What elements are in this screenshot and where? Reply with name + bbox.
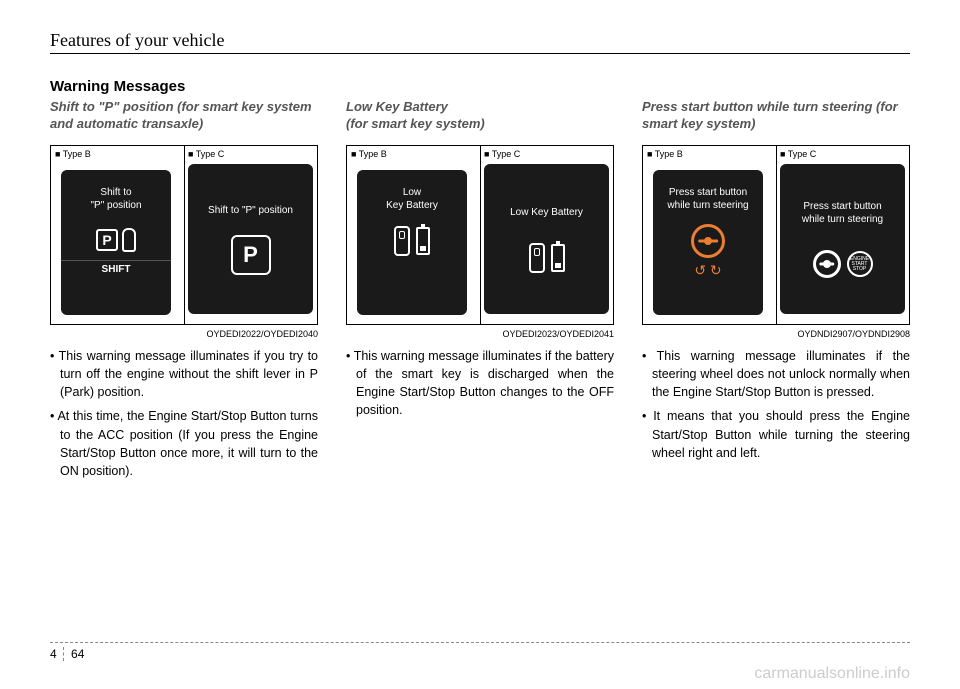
figure-low-key: ■ Type B ■ Type C Low Key Battery Low Ke… — [346, 145, 614, 325]
figure-code-3: OYDNDI2907/OYDNDI2908 — [642, 329, 910, 339]
display-panel-type-b: Low Key Battery — [357, 170, 467, 315]
type-c-label: ■ Type C — [188, 149, 224, 159]
p-badge-icon: P — [96, 229, 118, 251]
panel-b-text: Low Key Battery — [386, 186, 438, 212]
column-low-key-battery: Low Key Battery (for smart key system) ■… — [346, 99, 614, 486]
steering-wheel-icon — [691, 224, 725, 258]
panel-c-text: Low Key Battery — [510, 206, 583, 219]
shift-label: SHIFT — [61, 260, 171, 275]
battery-icon — [551, 244, 565, 272]
type-c-label: ■ Type C — [484, 149, 520, 159]
type-b-label: ■ Type B — [351, 149, 387, 159]
subheading-3: Press start button while turn steering (… — [642, 99, 910, 135]
panel-b-text: Press start button while turn steering — [667, 186, 748, 212]
key-battery-icons — [529, 243, 565, 273]
p-square-icon: P — [231, 235, 271, 275]
key-fob-icon — [529, 243, 545, 273]
bullet: This warning message illuminates if you … — [50, 347, 318, 401]
bullet: It means that you should press the Engin… — [642, 407, 910, 461]
type-b-label: ■ Type B — [647, 149, 683, 159]
figure-divider — [480, 146, 481, 324]
figure-code-2: OYDEDI2023/OYDEDI2041 — [346, 329, 614, 339]
page-number: 64 — [71, 647, 84, 661]
shift-lever-icon — [122, 228, 136, 252]
steering-wheel-icon — [813, 250, 841, 278]
display-panel-type-c: Low Key Battery — [484, 164, 609, 314]
bullets-2: This warning message illuminates if the … — [346, 347, 614, 420]
figure-code-1: OYDEDI2022/OYDEDI2040 — [50, 329, 318, 339]
start-button-icon: ENGINE START STOP — [847, 251, 873, 277]
watermark: carmanualsonline.info — [754, 665, 910, 683]
turn-arrow-icon: ↺ ↻ — [694, 262, 721, 279]
type-c-label: ■ Type C — [780, 149, 816, 159]
subheading-2: Low Key Battery (for smart key system) — [346, 99, 614, 135]
wheel-button-icons: ENGINE START STOP — [813, 250, 873, 278]
figure-shift-to-p: ■ Type B ■ Type C Shift to "P" position … — [50, 145, 318, 325]
display-panel-type-c: Shift to "P" position P — [188, 164, 313, 314]
key-battery-icons — [394, 226, 430, 256]
shift-icon-group: P — [96, 228, 136, 252]
type-b-label: ■ Type B — [55, 149, 91, 159]
column-shift-to-p: Shift to "P" position (for smart key sys… — [50, 99, 318, 486]
header-rule: Features of your vehicle — [50, 30, 910, 54]
bullets-3: This warning message illuminates if the … — [642, 347, 910, 462]
subheading-1: Shift to "P" position (for smart key sys… — [50, 99, 318, 135]
chapter-number: 4 — [50, 647, 64, 661]
bullet: At this time, the Engine Start/Stop Butt… — [50, 407, 318, 480]
section-heading: Warning Messages — [50, 78, 910, 95]
display-panel-type-b: Shift to "P" position P SHIFT — [61, 170, 171, 315]
display-panel-type-c: Press start button while turn steering E… — [780, 164, 905, 314]
panel-b-text: Shift to "P" position — [90, 186, 141, 212]
bullets-1: This warning message illuminates if you … — [50, 347, 318, 480]
figure-divider — [184, 146, 185, 324]
bullet: This warning message illuminates if the … — [346, 347, 614, 420]
steering-wheel-icon-wrap — [691, 224, 725, 258]
page-footer: 4 64 — [50, 642, 910, 661]
panel-c-text: Shift to "P" position — [208, 204, 293, 217]
bullet: This warning message illuminates if the … — [642, 347, 910, 401]
columns-container: Shift to "P" position (for smart key sys… — [50, 99, 910, 486]
page-header: Features of your vehicle — [50, 30, 910, 51]
figure-press-start: ■ Type B ■ Type C Press start button whi… — [642, 145, 910, 325]
column-press-start: Press start button while turn steering (… — [642, 99, 910, 486]
display-panel-type-b: Press start button while turn steering ↺… — [653, 170, 763, 315]
battery-icon — [416, 227, 430, 255]
figure-divider — [776, 146, 777, 324]
panel-c-text: Press start button while turn steering — [802, 200, 883, 226]
key-fob-icon — [394, 226, 410, 256]
